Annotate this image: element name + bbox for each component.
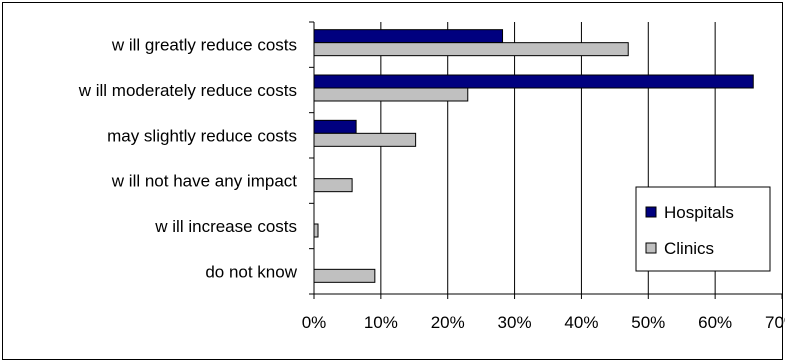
x-tick-label: 0%: [302, 313, 327, 332]
x-tick-label: 70%: [765, 313, 785, 332]
bar-clinics: [313, 132, 417, 147]
legend-swatch-clinics: [645, 242, 657, 254]
bar-hospitals: [313, 74, 754, 89]
category-label: may slightly reduce costs: [107, 126, 297, 145]
tick-labels: 0% 10% 20% 30% 40% 50% 60% 70%: [302, 294, 785, 332]
legend-box: [635, 186, 771, 272]
bar-clinics: [313, 178, 353, 193]
bar-hospitals: [313, 119, 357, 134]
x-tick-label: 60%: [698, 313, 732, 332]
bar-clinics: [313, 268, 376, 283]
bar-hospitals: [313, 29, 504, 44]
x-tick-label: 50%: [631, 313, 665, 332]
category-labels: w ill greatly reduce costs w ill moderate…: [78, 21, 314, 295]
bar-clinics: [313, 223, 319, 238]
category-label: w ill not have any impact: [111, 172, 297, 191]
legend-label-hospitals: Hospitals: [664, 203, 734, 222]
x-tick-label: 40%: [564, 313, 598, 332]
x-tick-label: 30%: [498, 313, 532, 332]
legend: Hospitals Clinics: [635, 186, 771, 272]
bars: [313, 29, 754, 283]
bar-clinics: [313, 42, 629, 57]
category-label: w ill greatly reduce costs: [111, 36, 297, 55]
legend-label-clinics: Clinics: [664, 239, 714, 258]
bar-clinics: [313, 87, 469, 102]
category-label: w ill increase costs: [154, 217, 297, 236]
legend-swatch-hospitals: [645, 206, 657, 218]
x-tick-label: 20%: [431, 313, 465, 332]
x-tick-label: 10%: [364, 313, 398, 332]
category-label: do not know: [205, 262, 297, 281]
category-label: w ill moderately reduce costs: [78, 81, 297, 100]
